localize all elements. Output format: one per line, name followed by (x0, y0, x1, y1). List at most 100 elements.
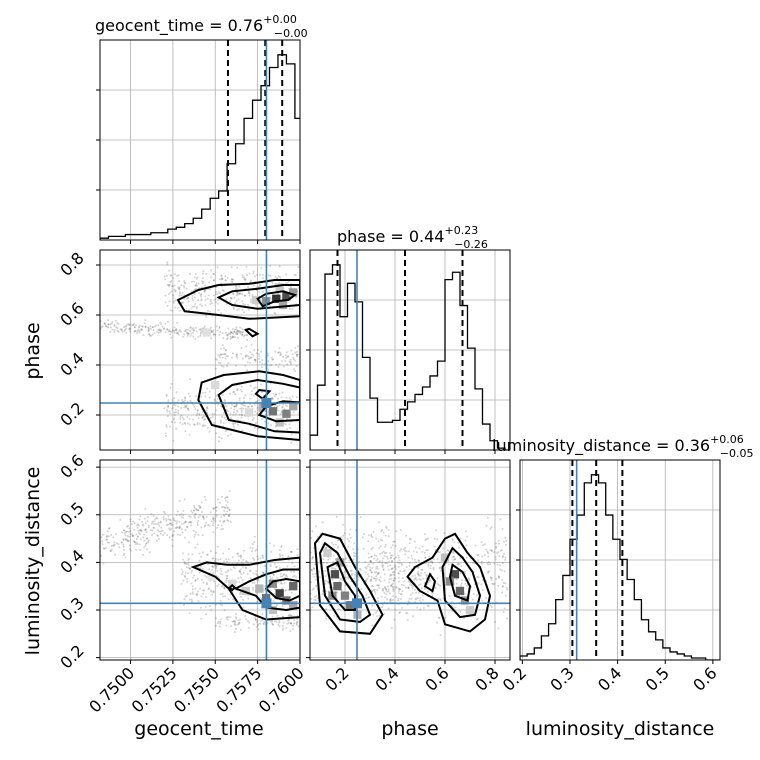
sample-point (274, 276, 277, 278)
sample-point (426, 575, 429, 578)
sample-point (388, 560, 391, 563)
sample-point (282, 627, 285, 630)
sample-point (417, 559, 420, 562)
sample-point (227, 598, 230, 601)
sample-point (170, 336, 173, 339)
sample-point (279, 575, 282, 578)
sample-point (267, 360, 270, 362)
sample-point (284, 423, 287, 426)
sample-point (103, 547, 106, 550)
sample-point (202, 516, 205, 519)
sample-point (493, 551, 496, 554)
sample-point (397, 590, 400, 593)
sample-point (194, 513, 197, 516)
sample-point (156, 535, 159, 537)
sample-point (459, 572, 462, 575)
sample-point (116, 327, 119, 330)
sample-point (258, 284, 261, 287)
sample-point (385, 593, 387, 596)
panel-frame (309, 249, 511, 451)
sample-point (196, 421, 199, 424)
sample-point (171, 406, 174, 409)
sample-point (155, 516, 158, 519)
sample-point (173, 530, 175, 533)
sample-point (247, 405, 250, 408)
sample-point (170, 524, 173, 526)
sample-point (424, 571, 427, 574)
sample-point (279, 351, 282, 354)
sample-point (375, 570, 378, 573)
sample-point (275, 620, 278, 623)
sample-point (361, 536, 364, 539)
sample-point (365, 597, 368, 600)
sample-point (232, 335, 234, 338)
sample-point (248, 292, 251, 295)
sample-point (313, 575, 316, 578)
sample-point (261, 366, 264, 369)
sample-point (215, 395, 218, 398)
sample-point (502, 555, 505, 558)
sample-point (397, 565, 400, 568)
sample-point (235, 353, 238, 356)
sample-point (439, 584, 442, 587)
sample-point (201, 578, 203, 581)
sample-point (194, 338, 197, 340)
sample-point (215, 409, 218, 412)
sample-point (277, 409, 280, 412)
sample-point (252, 270, 255, 273)
sample-point (202, 277, 204, 280)
sample-point (476, 575, 479, 578)
sample-point (198, 552, 201, 555)
sample-point (311, 606, 314, 609)
sample-point (394, 577, 397, 580)
sample-point (185, 563, 188, 565)
sample-point (167, 515, 170, 518)
sample-point (393, 540, 396, 543)
sample-point (386, 555, 389, 558)
sample-point (390, 599, 393, 602)
density-cell (202, 328, 211, 337)
sample-point (405, 534, 408, 537)
sample-point (347, 577, 350, 580)
sample-point (418, 599, 421, 602)
sample-point (134, 330, 137, 333)
sample-point (141, 523, 144, 526)
sample-point (178, 527, 181, 530)
sample-point (392, 588, 395, 591)
sample-point (175, 328, 178, 331)
sample-point (227, 507, 230, 510)
sample-point (370, 555, 373, 558)
sample-point (215, 301, 218, 304)
sample-point (237, 623, 240, 626)
sample-point (132, 535, 134, 537)
sample-point (226, 355, 229, 358)
sample-point (200, 526, 203, 529)
sample-point (274, 312, 277, 315)
sample-point (172, 403, 175, 406)
sample-point (376, 573, 379, 576)
sample-point (395, 586, 398, 588)
sample-point (379, 545, 382, 548)
sample-point (381, 560, 384, 563)
sample-point (225, 504, 228, 507)
sample-point (431, 592, 434, 595)
sample-point (128, 544, 131, 547)
sample-point (183, 603, 185, 606)
sample-point (221, 344, 224, 347)
sample-point (141, 328, 144, 331)
sample-point (190, 290, 193, 293)
sample-point (314, 563, 317, 566)
sample-point (106, 530, 109, 533)
sample-point (136, 524, 139, 527)
sample-point (342, 523, 344, 526)
sample-point (180, 582, 183, 585)
sample-point (437, 583, 440, 586)
sample-point (203, 290, 206, 293)
sample-point (277, 624, 280, 626)
sample-point (202, 592, 205, 595)
sample-point (370, 561, 372, 563)
sample-point (196, 593, 199, 596)
sample-point (335, 515, 338, 518)
sample-point (196, 276, 199, 279)
density-cell (278, 300, 288, 310)
